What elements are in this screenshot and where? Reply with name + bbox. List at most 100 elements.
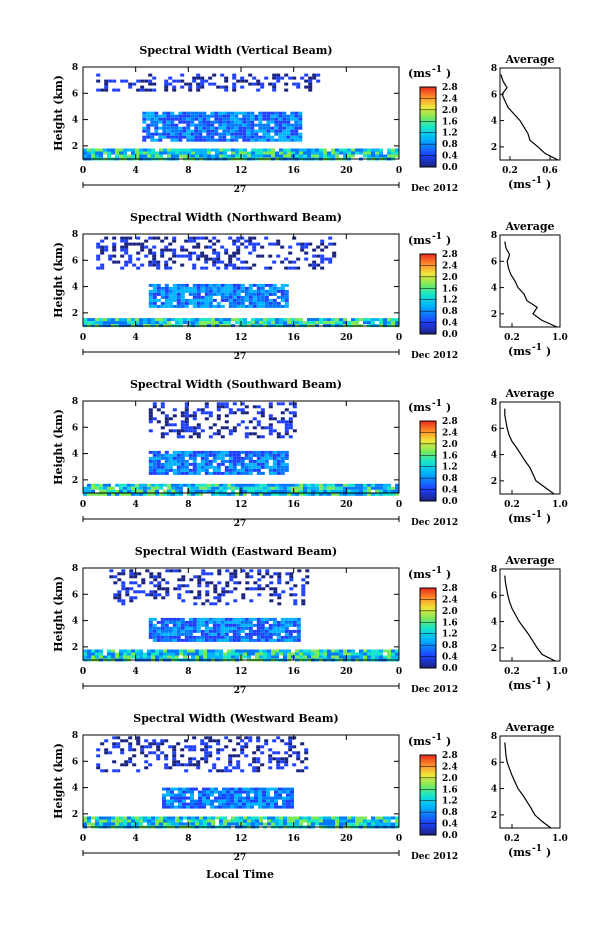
heatmap-cell — [274, 793, 278, 797]
heatmap-cell — [202, 805, 206, 809]
heatmap-cell — [156, 420, 161, 424]
heatmap-cell — [272, 629, 277, 633]
heatmap-cell — [148, 456, 153, 460]
heatmap-cell — [243, 649, 247, 653]
heatmap-cell — [200, 251, 205, 255]
heatmap-cell — [236, 736, 241, 740]
heatmap-cell — [271, 492, 275, 496]
heatmap-cell — [196, 289, 201, 293]
heatmap-cell — [305, 581, 310, 585]
heatmap-cell — [119, 652, 123, 656]
heatmap-cell — [164, 459, 169, 463]
heatmap-cell — [391, 154, 395, 158]
heatmap-cell — [208, 82, 213, 86]
heatmap-cell — [164, 632, 169, 636]
heatmap-cell — [323, 486, 327, 490]
heatmap-cell — [246, 138, 251, 142]
heatmap-cell — [327, 492, 331, 496]
heatmap-cell — [245, 581, 250, 585]
heatmap-cell — [232, 638, 237, 642]
heatmap-cell — [258, 787, 262, 791]
heatmap-cell — [247, 151, 251, 155]
heatmap-cell — [156, 462, 161, 466]
x-tick-label: 0 — [396, 667, 402, 677]
heatmap-cell — [188, 620, 193, 624]
heatmap-cell — [141, 590, 146, 594]
heatmap-cell — [252, 617, 257, 621]
heatmap-cell — [182, 135, 187, 139]
heatmap-cell — [339, 649, 343, 653]
heatmap-cell — [289, 578, 294, 582]
heatmap-cell — [296, 242, 301, 246]
heatmap-cell — [279, 321, 283, 325]
heatmap-cell — [287, 489, 291, 493]
heatmap-cell — [280, 617, 285, 621]
heatmap-cell — [216, 405, 221, 409]
heatmap-cell — [180, 248, 185, 252]
heatmap-cell — [184, 626, 189, 630]
heatmap-cell — [154, 111, 159, 115]
avg-x-tick-label: 0.2 — [504, 333, 520, 343]
heatmap-cell — [172, 617, 177, 621]
heatmap-cell — [172, 629, 177, 633]
heatmap-cell — [231, 819, 235, 823]
heatmap-cell — [180, 423, 185, 427]
heatmap-cell — [224, 465, 229, 469]
heatmap-cell — [256, 638, 261, 642]
heatmap-cell — [180, 456, 185, 460]
heatmap-cell — [271, 489, 275, 493]
heatmap-cell — [100, 769, 105, 773]
avg-unit-exponent: -1 — [532, 677, 542, 687]
heatmap-cell — [256, 635, 261, 639]
heatmap-cell — [220, 450, 225, 454]
heatmap-cell — [192, 417, 197, 421]
heatmap-cell — [276, 254, 281, 258]
heatmap-cell — [180, 411, 185, 415]
heatmap-cell — [271, 822, 275, 826]
heatmap-cell — [96, 242, 101, 246]
heatmap-cell — [219, 154, 223, 158]
heatmap-cell — [156, 620, 161, 624]
heatmap-cell — [247, 321, 251, 325]
heatmap-cell — [291, 483, 295, 487]
heatmap-cell — [284, 73, 289, 77]
heatmap-cell — [207, 486, 211, 490]
heatmap-cell — [174, 787, 178, 791]
heatmap-cell — [166, 802, 170, 806]
heatmap-cell — [167, 148, 171, 152]
heatmap-cell — [180, 295, 185, 299]
heatmap-cell — [192, 468, 197, 472]
heatmap-cell — [287, 483, 291, 487]
heatmap-cell — [119, 822, 123, 826]
heatmap-cell — [172, 620, 177, 624]
heatmap-cell — [160, 426, 165, 430]
heatmap-cell — [296, 626, 301, 630]
heatmap-cell — [164, 79, 169, 83]
heatmap-cell — [176, 635, 181, 639]
heatmap-cell — [132, 763, 137, 767]
heatmap-cell — [291, 148, 295, 152]
heatmap-cell — [375, 816, 379, 820]
heatmap-cell — [292, 623, 297, 627]
heatmap-cell — [147, 819, 151, 823]
heatmap-cell — [375, 822, 379, 826]
heatmap-cell — [174, 793, 178, 797]
heatmap-cell — [267, 652, 271, 656]
heatmap-cell — [123, 819, 127, 823]
heatmap-cell — [158, 132, 163, 136]
heatmap-cell — [272, 260, 277, 264]
colorbar — [419, 253, 437, 335]
x-tick-label: 20 — [340, 834, 353, 844]
heatmap-cell — [165, 569, 170, 573]
heatmap-cell — [290, 805, 294, 809]
heatmap-cell — [288, 411, 293, 415]
heatmap-cell — [188, 426, 193, 430]
heatmap-cell — [287, 492, 291, 496]
heatmap-cell — [228, 754, 233, 758]
heatmap-cell — [109, 569, 114, 573]
heatmap-cell — [153, 596, 158, 600]
avg-x-tick-label: 0.6 — [542, 166, 558, 176]
heatmap-cell — [320, 257, 325, 261]
heatmap-cell — [243, 489, 247, 493]
heatmap-cell — [307, 489, 311, 493]
